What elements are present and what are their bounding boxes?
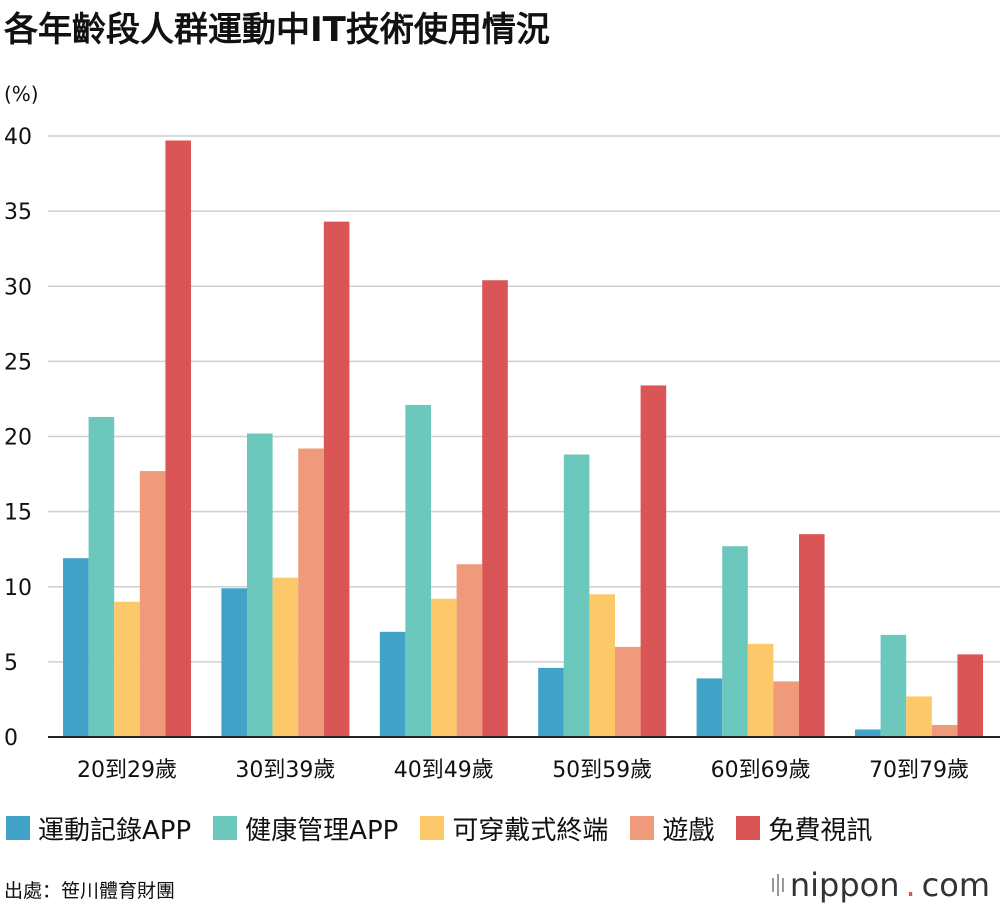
legend-label: 免費視訊 (768, 815, 873, 846)
bar (880, 634, 907, 737)
bar (538, 667, 564, 737)
x-tick-label: 40到49歲 (394, 758, 494, 783)
legend-swatch (213, 816, 238, 840)
bar (722, 546, 748, 737)
legend-label: 遊戲 (662, 815, 715, 846)
legend-item: 運動記錄APP (6, 810, 191, 847)
legend-swatch (6, 816, 30, 840)
bar (747, 643, 774, 737)
legend: 運動記錄APP 健康管理APP 可穿戴式終端 遊戲 免費視訊 (6, 808, 872, 848)
bar (272, 577, 299, 737)
bar (855, 729, 881, 737)
bar (799, 534, 825, 737)
y-tick-label: 35 (4, 200, 32, 225)
y-tick-label: 30 (4, 275, 32, 300)
chart-title: 各年齡段人群運動中IT技術使用情況 (4, 10, 550, 50)
nippon-logo: nippon. com (771, 866, 990, 904)
bar (696, 678, 723, 737)
y-tick-label: 5 (4, 651, 18, 676)
y-tick-label: 15 (4, 501, 32, 526)
bar (431, 598, 457, 737)
logo-dot: . (905, 866, 916, 904)
bar (957, 654, 983, 737)
y-tick-label: 25 (4, 350, 32, 375)
bar (773, 681, 799, 737)
x-tick-label: 50到59歲 (552, 758, 652, 783)
y-tick-label: 0 (4, 726, 18, 751)
bar (589, 594, 615, 737)
bar (114, 601, 140, 737)
bar (165, 140, 191, 737)
y-tick-label: 40 (4, 125, 32, 150)
legend-item: 免費視訊 (736, 810, 872, 847)
legend-label: 運動記錄APP (38, 815, 192, 846)
bar (63, 558, 89, 737)
x-tick-label: 20到29歲 (77, 758, 177, 783)
y-tick-label: 10 (4, 576, 32, 601)
bar (247, 433, 273, 737)
bar (221, 588, 247, 737)
bar (640, 385, 667, 737)
bar (615, 646, 641, 737)
bar (323, 221, 350, 737)
legend-item: 可穿戴式終端 (420, 810, 608, 847)
bar (931, 724, 958, 737)
logo-bars-icon (771, 874, 784, 896)
bar (456, 564, 483, 737)
legend-item: 遊戲 (630, 810, 714, 847)
x-tick-label: 70到79歲 (869, 758, 969, 783)
bar (379, 631, 406, 737)
source-note: 出處：笹川體育財團 (4, 880, 176, 902)
bar (139, 471, 166, 737)
x-tick-label: 60到69歲 (711, 758, 811, 783)
legend-swatch (630, 816, 655, 840)
y-tick-label: 20 (4, 426, 32, 451)
bar-chart: 0 5 10 15 20 25 30 35 40 20到29歲 30到39歲 40到49歲 50到59歲… (4, 125, 1000, 783)
legend-item: 健康管理APP (213, 810, 398, 847)
legend-swatch (420, 816, 445, 840)
logo-name: nippon (789, 866, 900, 904)
bar (405, 404, 431, 737)
x-tick-label: 30到39歲 (235, 758, 335, 783)
bar (906, 696, 932, 737)
legend-label: 健康管理APP (245, 815, 399, 846)
bar (482, 280, 508, 737)
logo-suffix: com (921, 866, 990, 904)
bar (298, 448, 324, 737)
y-axis-unit: (%) (4, 82, 39, 106)
bar (563, 454, 590, 737)
legend-swatch (736, 816, 761, 840)
bar (88, 416, 115, 737)
legend-label: 可穿戴式終端 (452, 815, 609, 846)
